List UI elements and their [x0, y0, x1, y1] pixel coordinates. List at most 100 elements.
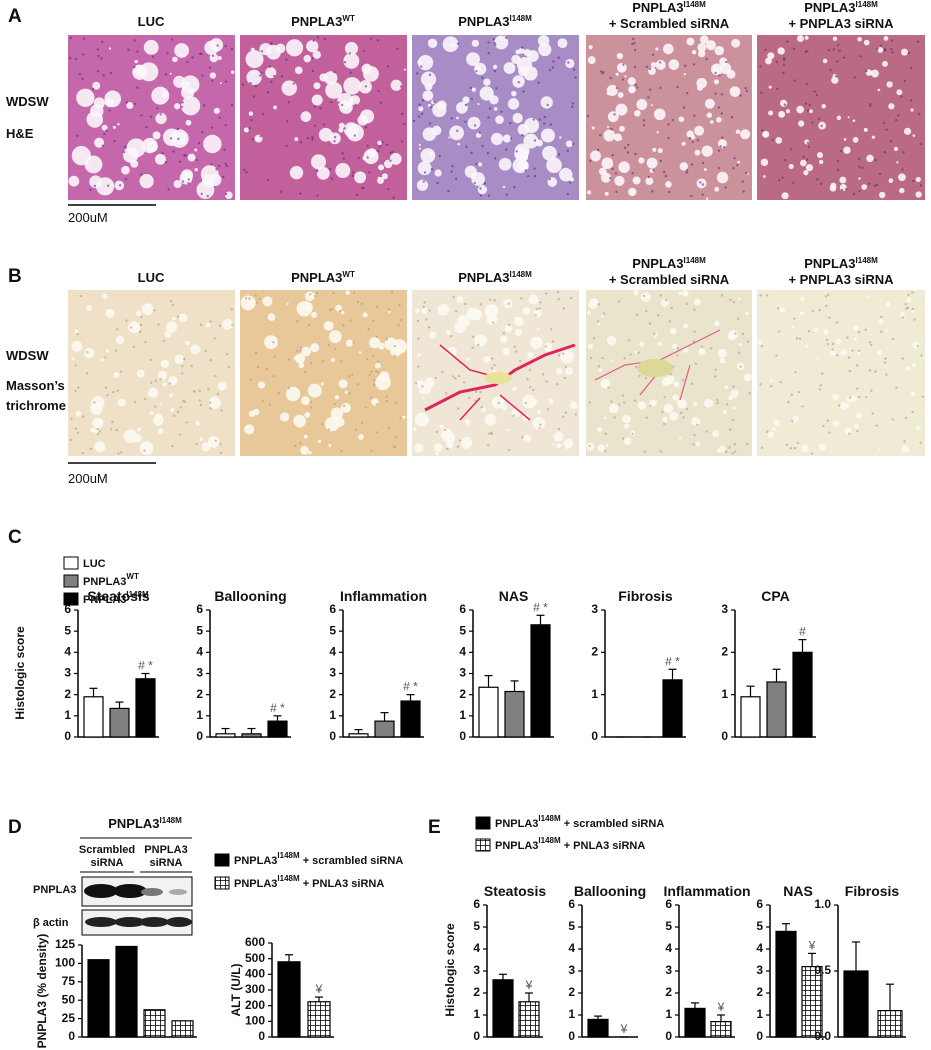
nucleus	[287, 358, 291, 361]
label-text: PNPLA3	[632, 0, 683, 15]
nucleus	[692, 63, 696, 66]
nucleus	[714, 368, 718, 371]
significance-mark: ¥	[808, 938, 816, 952]
nucleus	[733, 443, 737, 446]
fat-droplet	[246, 69, 262, 85]
nucleus	[118, 184, 122, 187]
nucleus	[760, 446, 764, 449]
significance-mark: # *	[665, 654, 680, 668]
nucleus	[631, 172, 634, 175]
nucleus	[836, 159, 840, 163]
fat-droplet	[304, 411, 311, 418]
fat-droplet	[435, 451, 439, 456]
fat-droplet	[90, 402, 103, 415]
nucleus	[470, 151, 473, 155]
fat-droplet	[905, 297, 912, 303]
y-tick-label: 4	[665, 941, 672, 955]
label-text: PNPLA3	[83, 576, 126, 588]
nucleus	[802, 155, 805, 159]
nucleus	[621, 437, 625, 440]
nucleus	[521, 46, 524, 49]
nucleus	[705, 57, 708, 61]
nucleus	[272, 375, 276, 378]
fat-droplet	[142, 137, 158, 154]
nucleus	[447, 189, 450, 193]
fat-droplet	[823, 329, 829, 335]
fat-droplet	[311, 311, 318, 318]
nucleus	[633, 65, 637, 69]
fat-droplet	[777, 47, 785, 55]
fat-droplet	[540, 96, 553, 109]
nucleus	[349, 71, 352, 74]
nucleus	[277, 392, 281, 395]
fat-droplet	[803, 170, 809, 176]
fat-droplet	[390, 79, 402, 91]
nucleus	[634, 83, 637, 86]
nucleus	[125, 101, 128, 104]
nucleus	[524, 169, 527, 172]
fat-droplet	[502, 134, 511, 143]
y-tick-label: 5	[568, 919, 575, 933]
fat-droplet	[809, 109, 813, 114]
nucleus	[670, 306, 673, 310]
nucleus	[199, 323, 203, 326]
label-text: PNPLA3	[83, 594, 126, 606]
nucleus	[416, 72, 419, 75]
nucleus	[912, 179, 915, 183]
fat-droplet	[262, 296, 273, 307]
fat-droplet	[248, 111, 254, 116]
nucleus	[598, 134, 602, 137]
column-header: + Scrambled siRNA	[609, 16, 730, 31]
fat-droplet	[900, 48, 909, 56]
nucleus	[804, 102, 808, 105]
y-tick-label: 500	[245, 951, 265, 965]
nucleus	[180, 105, 184, 109]
nucleus	[96, 432, 100, 436]
nucleus	[853, 76, 856, 79]
nucleus	[729, 428, 732, 431]
nucleus	[733, 156, 736, 160]
nucleus	[483, 182, 487, 185]
nucleus	[836, 60, 839, 63]
y-axis-label: PNPLA3 (% density)	[35, 934, 49, 1049]
y-tick-label: 400	[245, 967, 265, 981]
nucleus	[422, 305, 425, 309]
superscript: WT	[342, 270, 355, 279]
nucleus	[807, 330, 811, 333]
label-text: PNPLA3	[495, 840, 538, 852]
fat-droplet	[655, 47, 659, 51]
nucleus	[224, 124, 227, 127]
nucleus	[166, 51, 169, 55]
fat-droplet	[208, 396, 221, 409]
nucleus	[512, 414, 515, 417]
fat-droplet	[338, 127, 344, 133]
fat-droplet	[483, 356, 491, 363]
nucleus	[455, 129, 459, 132]
fat-droplet	[636, 99, 648, 110]
nucleus	[445, 392, 448, 395]
fat-droplet	[416, 179, 429, 191]
nucleus	[178, 160, 182, 163]
label: PNPLA3I148M	[804, 256, 878, 271]
fat-droplet	[857, 351, 861, 355]
nucleus	[801, 405, 804, 408]
fat-droplet	[323, 320, 334, 331]
nucleus	[878, 172, 882, 176]
fat-droplet	[310, 343, 320, 353]
y-tick-label: 0	[756, 1029, 763, 1043]
nucleus	[592, 337, 596, 340]
panel-label: A	[8, 6, 22, 27]
chart-title: Ballooning	[214, 588, 286, 604]
nucleus	[372, 383, 376, 387]
fat-droplet	[170, 408, 175, 412]
label: PNPLA3I148M	[458, 270, 532, 285]
nucleus	[122, 150, 126, 154]
fat-droplet	[532, 417, 546, 430]
fat-droplet	[693, 401, 698, 406]
nucleus	[806, 141, 810, 145]
bar	[277, 961, 301, 1038]
fat-droplet	[556, 443, 562, 449]
fat-droplet	[779, 307, 786, 313]
fat-droplet	[903, 127, 912, 135]
y-tick-label: 25	[62, 1011, 76, 1025]
